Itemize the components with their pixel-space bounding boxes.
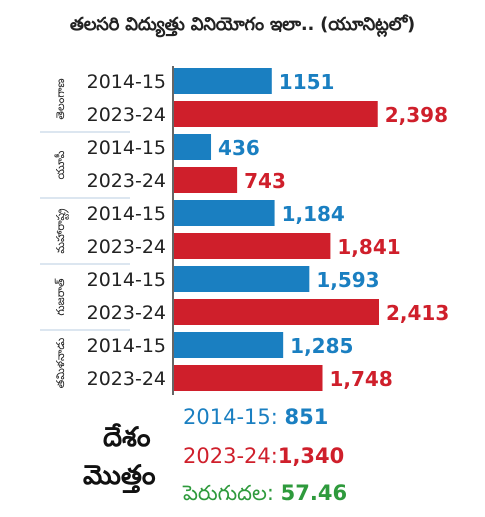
value-label: 2,413 [386, 301, 449, 325]
year-label: 2023-24 [87, 236, 166, 258]
national-2023-24-label: 2023-24: [183, 444, 278, 468]
state-label: గుజరాత్ [54, 278, 67, 316]
bar [174, 233, 331, 259]
state-label: మహారాష్ట్ర [54, 208, 69, 254]
value-label: 743 [244, 169, 286, 193]
chart-title: తలసరి విద్యుత్తు వినియోగం ఇలా.. (యూనిట్ల… [69, 14, 416, 35]
national-total-label-line2: మొత్తం [83, 460, 156, 491]
year-label: 2023-24 [87, 104, 166, 126]
value-label: 1,184 [282, 202, 345, 226]
value-label: 1,748 [330, 367, 393, 391]
bar [174, 365, 323, 391]
year-label: 2014-15 [87, 71, 166, 93]
year-label: 2023-24 [87, 170, 166, 192]
bar [174, 332, 284, 358]
value-label: 436 [218, 136, 260, 160]
national-total-label-line1: దేశం [103, 422, 151, 453]
year-label: 2023-24 [87, 302, 166, 324]
bar [174, 68, 272, 94]
bar-chart: తెలంగాణ 2014-15 1151 2023-24 2,398 యూపీ 2014-1… [40, 66, 449, 395]
year-label: 2014-15 [87, 335, 166, 357]
value-label: 2,398 [385, 103, 448, 127]
bar [174, 299, 379, 325]
national-2023-24: 2023-24:1,340 [183, 444, 344, 468]
national-growth-label: పెరుగుదల: [183, 481, 274, 505]
national-2014-15: 2014-15: 851 [183, 405, 328, 429]
bar [174, 167, 238, 193]
national-2023-24-value: 1,340 [277, 444, 345, 468]
bar [174, 101, 378, 127]
bar [174, 134, 212, 160]
bar [174, 200, 275, 226]
national-2014-15-value: 851 [284, 405, 329, 429]
year-label: 2014-15 [87, 269, 166, 291]
year-label: 2014-15 [87, 137, 166, 159]
value-label: 1151 [279, 70, 335, 94]
national-2014-15-label: 2014-15: [183, 405, 278, 429]
state-label: తమిళనాడు [54, 337, 67, 388]
state-label: తెలంగాణ [54, 78, 67, 119]
value-label: 1,593 [316, 268, 379, 292]
national-growth-value: 57.46 [280, 481, 348, 505]
national-growth: పెరుగుదల: 57.46 [183, 481, 347, 511]
state-label: యూపీ [54, 150, 67, 179]
year-label: 2023-24 [87, 368, 166, 390]
year-label: 2014-15 [87, 203, 166, 225]
bar [174, 266, 310, 292]
value-label: 1,841 [337, 235, 400, 259]
value-label: 1,285 [290, 334, 353, 358]
